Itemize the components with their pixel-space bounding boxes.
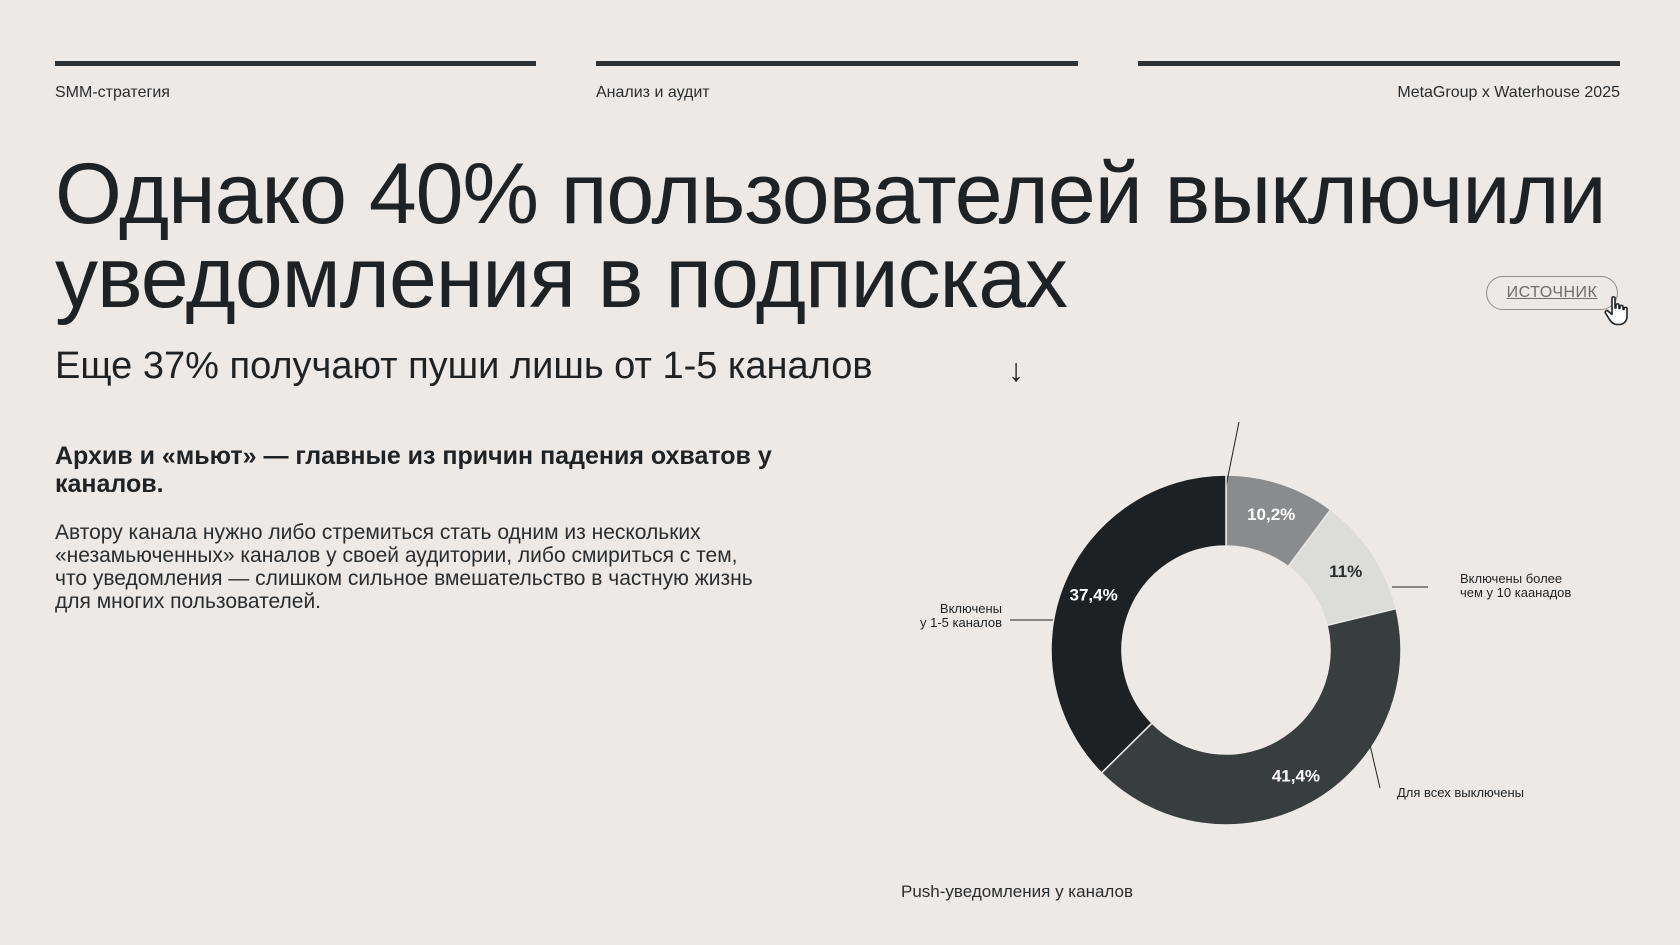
slice-value-label: 37,4% — [1069, 586, 1117, 605]
slice-category-label: Включены более чем у 10 каанадов — [1460, 571, 1571, 600]
arrow-down-icon: ↓ — [1008, 352, 1024, 388]
source-button-label: ИСТОЧНИК — [1506, 284, 1598, 301]
donut-slice — [1050, 474, 1227, 775]
body-line: «незамьюченных» каналов у своей аудитори… — [55, 544, 738, 567]
hand-pointer-icon — [1604, 296, 1628, 326]
slice-category-label: Для всех выключены — [1397, 785, 1524, 800]
page-title: Однако 40% пользователей выключили уведо… — [55, 151, 1655, 321]
slice-value-label: 11% — [1329, 562, 1362, 581]
body-line: Автору канала нужно либо стремиться стат… — [55, 521, 701, 544]
donut-chart: 10,2%Включены у 6-10 каналов11%Включены … — [920, 421, 1571, 826]
slice-value-label: 10,2% — [1247, 505, 1295, 524]
slice-value-label: 41,4% — [1272, 766, 1320, 785]
page-title-line-2: уведомления в подписках — [55, 230, 1068, 326]
header-chapter-label: Анализ и аудит — [596, 84, 710, 101]
chart-caption: Push-уведомления у каналов — [901, 882, 1134, 901]
header-rule-left — [55, 61, 536, 66]
slice-category-label: Включены у 1-5 каналов — [920, 601, 1002, 630]
header-section-label: SMM-стратегия — [55, 84, 170, 101]
body-line: что уведомления — слишком сильное вмешат… — [55, 567, 753, 590]
header-brand-label: MetaGroup x Waterhouse 2025 — [1397, 84, 1620, 101]
body-paragraph: Автору канала нужно либо стремиться стат… — [55, 521, 845, 613]
slice-leader-line — [1369, 744, 1381, 789]
lead-paragraph: Архив и «мьют» — главные из причин паден… — [55, 442, 772, 498]
header-rule-center — [596, 61, 1078, 66]
page-title-line-1: Однако 40% пользователей выключили — [55, 146, 1607, 242]
body-line: для многих пользователей. — [55, 590, 322, 613]
page-subtitle: Еще 37% получают пуши лишь от 1-5 канало… — [55, 345, 873, 387]
donut-slice — [1100, 607, 1402, 826]
header-rule-right — [1138, 61, 1620, 66]
source-button[interactable]: ИСТОЧНИК — [1486, 276, 1618, 310]
